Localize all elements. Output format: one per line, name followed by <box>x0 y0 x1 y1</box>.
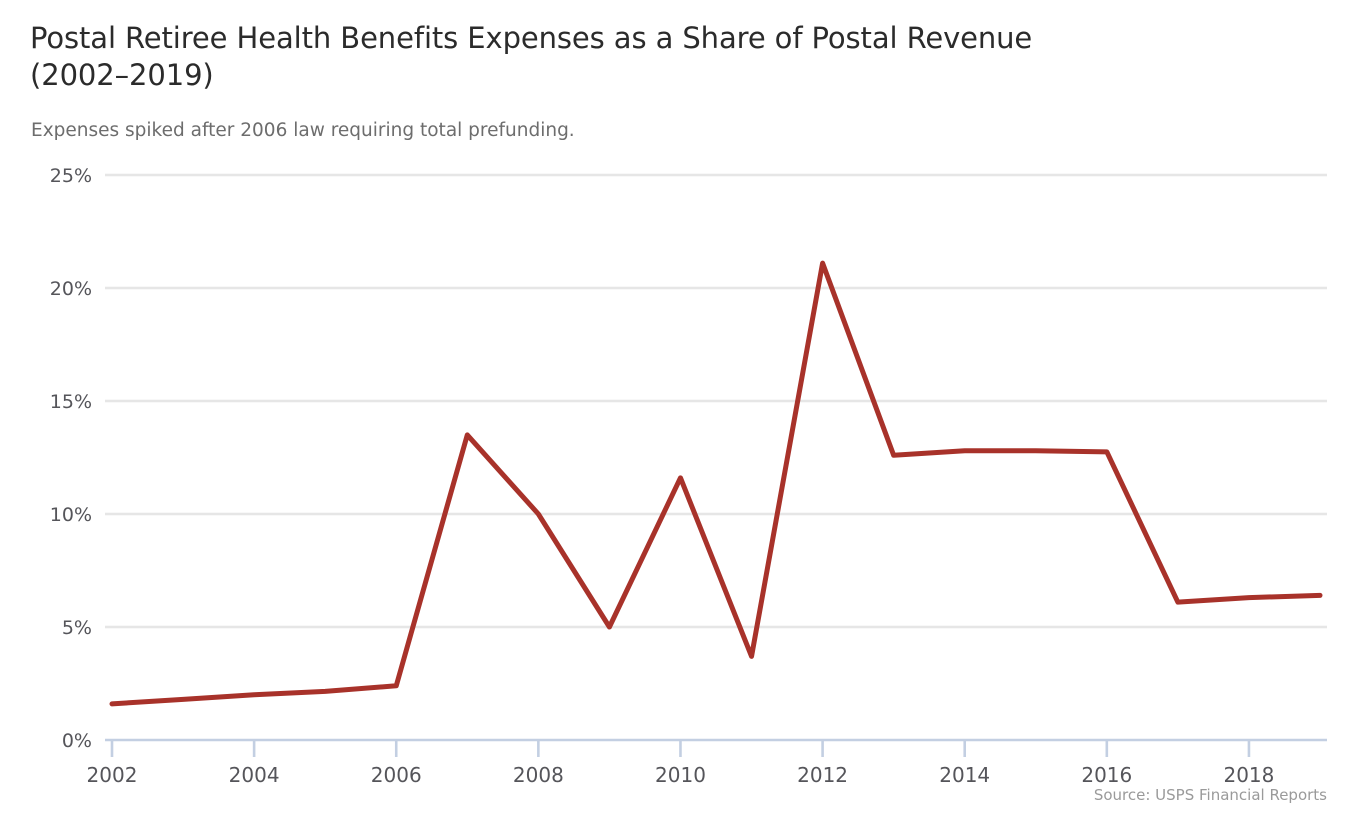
x-axis-tick-label: 2002 <box>87 763 138 787</box>
y-axis-tick-label: 5% <box>62 617 92 639</box>
x-axis-tick-label: 2008 <box>513 763 564 787</box>
x-axis-tick-label: 2014 <box>939 763 990 787</box>
page-title: Postal Retiree Health Benefits Expenses … <box>30 20 1310 94</box>
x-axis-tick-label: 2004 <box>229 763 280 787</box>
chart-title-line-1: Postal Retiree Health Benefits Expenses … <box>30 21 1033 55</box>
data-series-lines <box>109 260 1323 707</box>
x-axis-tick-label: 2010 <box>655 763 706 787</box>
x-axis-tick-label: 2016 <box>1081 763 1132 787</box>
source-caption: Source: USPS Financial Reports <box>1093 786 1327 804</box>
y-axis-tick-label: 10% <box>50 504 92 526</box>
x-axis-tick-label: 2006 <box>371 763 422 787</box>
y-axis-tick-label: 20% <box>50 278 92 300</box>
x-axis-tick-label: 2012 <box>797 763 848 787</box>
y-axis-tick-label: 0% <box>62 730 92 752</box>
data-series-line <box>109 260 1323 707</box>
y-axis-tick-label: 25% <box>50 165 92 187</box>
y-axis-tick-label: 15% <box>50 391 92 413</box>
chart-subtitle: Expenses spiked after 2006 law requiring… <box>31 120 575 141</box>
grid-lines <box>105 173 1327 629</box>
y-axis-tick-labels: 0% 5% 10% 15% 20% 25% <box>50 165 92 752</box>
x-axis-tick-label: 2018 <box>1223 763 1274 787</box>
x-axis-tick-labels: 2002 2004 2006 2008 2010 2012 2014 2016 2018 <box>87 763 1275 787</box>
chart-title-line-2: (2002–2019) <box>30 58 214 93</box>
axis-lines <box>105 738 1327 757</box>
